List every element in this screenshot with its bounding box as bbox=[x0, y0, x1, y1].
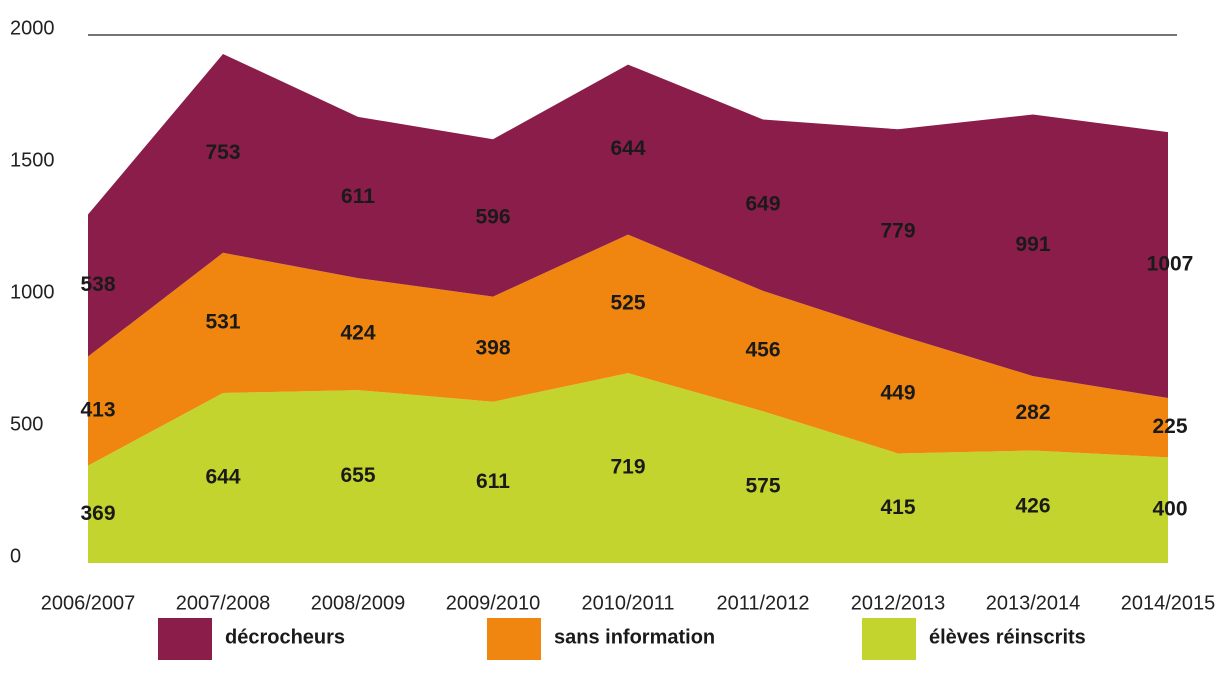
x-tick-label: 2009/2010 bbox=[446, 592, 541, 614]
x-tick-label: 2011/2012 bbox=[716, 592, 809, 614]
value-label: 449 bbox=[880, 382, 915, 405]
value-label: 644 bbox=[205, 466, 240, 489]
value-label: 719 bbox=[610, 456, 645, 479]
legend-swatch bbox=[862, 618, 916, 660]
value-label: 991 bbox=[1015, 233, 1050, 256]
y-tick-label: 500 bbox=[10, 413, 43, 435]
value-label: 611 bbox=[476, 470, 510, 493]
area bbox=[88, 54, 1168, 399]
value-label: 779 bbox=[880, 220, 915, 243]
value-label: 1007 bbox=[1147, 253, 1194, 276]
value-label: 611 bbox=[341, 185, 375, 208]
x-tick-label: 2006/2007 bbox=[41, 592, 136, 614]
y-tick-label: 1000 bbox=[10, 281, 55, 303]
x-tick-label: 2012/2013 bbox=[851, 592, 946, 614]
legend-swatch bbox=[487, 618, 541, 660]
y-tick-label: 0 bbox=[10, 545, 21, 567]
legend-label: sans information bbox=[554, 626, 715, 648]
value-label: 596 bbox=[475, 205, 510, 228]
value-label: 575 bbox=[745, 475, 780, 498]
value-label: 456 bbox=[745, 339, 780, 362]
value-label: 644 bbox=[610, 137, 645, 160]
legend-label: élèves réinscrits bbox=[929, 626, 1086, 648]
area bbox=[88, 234, 1168, 466]
value-label: 649 bbox=[745, 193, 780, 216]
value-label: 655 bbox=[340, 464, 375, 487]
value-label: 426 bbox=[1015, 494, 1050, 517]
value-label: 369 bbox=[80, 502, 115, 525]
y-tick-label: 1500 bbox=[10, 149, 55, 171]
value-label: 538 bbox=[80, 273, 115, 296]
x-tick-label: 2014/2015 bbox=[1121, 592, 1216, 614]
value-label: 415 bbox=[880, 496, 915, 519]
value-label: 525 bbox=[610, 291, 645, 314]
value-label: 400 bbox=[1152, 498, 1187, 521]
area bbox=[88, 373, 1168, 563]
value-label: 531 bbox=[205, 310, 240, 333]
value-label: 424 bbox=[340, 322, 375, 345]
y-tick-label: 2000 bbox=[10, 17, 55, 39]
x-tick-label: 2007/2008 bbox=[176, 592, 271, 614]
value-label: 413 bbox=[80, 399, 115, 422]
legend-swatch bbox=[158, 618, 212, 660]
value-label: 282 bbox=[1015, 401, 1050, 424]
value-label: 225 bbox=[1152, 415, 1187, 438]
value-label: 753 bbox=[205, 141, 240, 164]
x-tick-label: 2013/2014 bbox=[986, 592, 1081, 614]
value-label: 398 bbox=[475, 337, 510, 360]
x-tick-label: 2010/2011 bbox=[581, 592, 674, 614]
legend-label: décrocheurs bbox=[225, 626, 345, 648]
x-tick-label: 2008/2009 bbox=[311, 592, 406, 614]
